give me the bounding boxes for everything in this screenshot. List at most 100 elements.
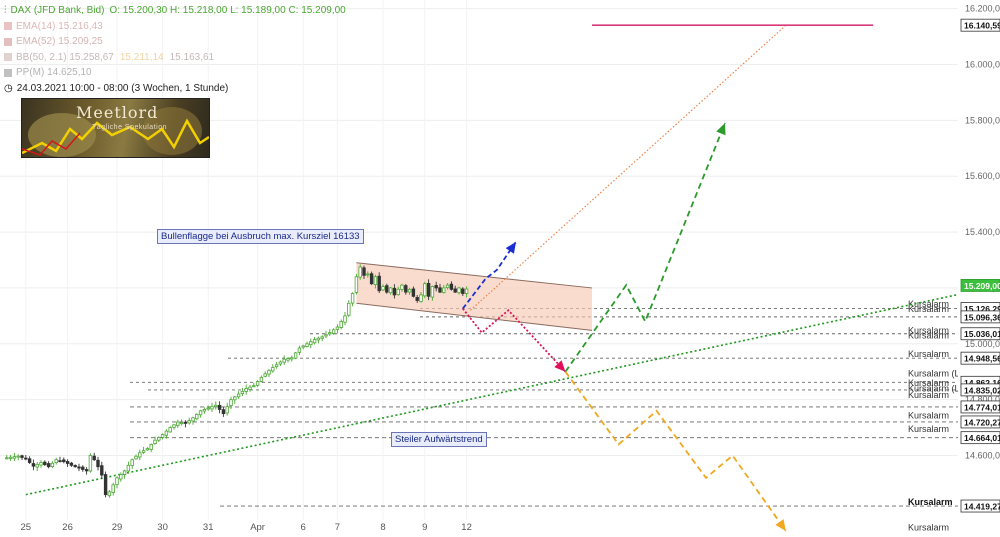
candle — [366, 271, 370, 278]
candle — [388, 286, 393, 295]
candle-body — [65, 461, 70, 464]
candle-body — [339, 321, 343, 328]
candle — [54, 457, 58, 465]
candle — [119, 472, 123, 482]
candle — [373, 274, 378, 289]
candle — [130, 458, 134, 469]
candle-body — [255, 381, 260, 386]
candle-body — [176, 421, 180, 427]
green-arrow-head — [716, 123, 726, 136]
candle-body — [457, 287, 461, 294]
candle-body — [69, 462, 74, 466]
candle — [335, 324, 340, 334]
bull-flag-annotation[interactable]: Bullenflagge bei Ausbruch max. Kursziel … — [157, 229, 364, 244]
candle — [278, 360, 283, 367]
legend-ema14-row[interactable]: EMA(14) 15.216,43 — [4, 19, 346, 35]
candle-body — [217, 404, 222, 410]
candle-body — [293, 352, 298, 359]
candle — [274, 361, 279, 369]
candle-body — [191, 417, 195, 422]
candle-body — [149, 443, 153, 450]
candle-body — [396, 288, 400, 296]
candle-body — [388, 287, 393, 294]
candle — [134, 454, 138, 460]
alarm-label-12: Kursalarm — [908, 522, 949, 532]
candle-body — [164, 430, 169, 436]
candle-body — [373, 276, 378, 285]
candles — [5, 264, 469, 498]
y-tick-label-5: 15.600,00 — [965, 171, 1000, 181]
price-tag-11: 14.419,27 — [960, 499, 1000, 513]
legend-swatch-ema14 — [4, 22, 12, 31]
candle-body — [214, 404, 218, 408]
candle — [179, 419, 184, 426]
candle-body — [96, 459, 100, 468]
candle-body — [20, 455, 24, 458]
candle-body — [88, 455, 93, 472]
candle-body — [24, 457, 28, 460]
candle-body — [305, 343, 309, 347]
x-tick-label-8: 8 — [380, 522, 385, 532]
candle — [100, 461, 104, 479]
legend-period: 24.03.2021 10:00 - 08:00 (3 Wochen, 1 St… — [16, 82, 229, 94]
alarm-label-5: Kursalarm (L&S) — [908, 369, 975, 379]
price-tag-7: 14.835,02 — [960, 383, 1000, 397]
candle — [24, 455, 28, 461]
candle — [263, 371, 267, 378]
legend-ema52-row[interactable]: EMA(52) 15.209,25 — [4, 34, 346, 50]
x-tick-label-2: 29 — [112, 522, 123, 532]
candle — [195, 413, 199, 421]
candle-body — [16, 455, 20, 458]
legend-bb-row[interactable]: BB(50, 2.1) 15.258,67 15.211,14 15.163,6… — [4, 50, 346, 66]
candle-body — [35, 463, 39, 468]
candle — [210, 402, 214, 412]
candle — [65, 459, 70, 467]
candle — [198, 409, 203, 418]
candle — [172, 423, 176, 430]
candle-body — [195, 413, 199, 420]
candle — [350, 292, 355, 307]
candle — [153, 436, 157, 445]
candle — [225, 402, 229, 416]
logo-tagline: Tägliche Spekulation — [92, 124, 167, 131]
logo-name: Meetlord — [76, 103, 159, 122]
candle-body — [369, 273, 374, 285]
candle-body — [172, 424, 176, 428]
alarm-label-10: Kursalarm — [908, 424, 949, 434]
candle-body — [464, 288, 469, 294]
price-tag-text: 16.140,59 — [964, 21, 1000, 31]
candle — [347, 300, 351, 317]
price-tag-box — [960, 327, 1000, 341]
candle-body — [157, 436, 161, 441]
red-arrow-head — [554, 360, 566, 372]
flag-upper-edge — [356, 262, 593, 289]
price-tag-text: 14.862,16 — [964, 378, 1000, 388]
candle — [149, 443, 153, 453]
projection-dotted-line — [470, 24, 787, 311]
x-tick-label-6: 6 — [301, 522, 306, 532]
y-tick-label-1: 14.800,00 — [965, 395, 1000, 405]
candle — [297, 345, 302, 356]
candle-body — [126, 464, 131, 472]
candle-body — [54, 459, 58, 464]
meetlord-logo: Meetlord Tägliche Spekulation — [21, 98, 210, 158]
grid — [0, 0, 958, 520]
candle-body — [438, 287, 442, 293]
x-tick-label-4: 31 — [203, 522, 214, 532]
candle — [305, 341, 309, 348]
candle-body — [244, 388, 248, 392]
legend-pp-row[interactable]: PP(M) 14.625,10 — [4, 65, 346, 81]
alarm-label-4: Kursalarm — [908, 349, 949, 359]
candle-body — [168, 427, 172, 433]
candle-body — [62, 459, 66, 463]
trend-annotation[interactable]: Steiler Aufwärtstrend — [391, 432, 487, 447]
candle-body — [248, 386, 252, 390]
price-tag-box — [960, 18, 1000, 32]
candle — [358, 264, 362, 280]
price-tag-box — [960, 400, 1000, 414]
legend-swatch-bb — [4, 53, 12, 62]
candle-body — [290, 357, 294, 360]
blue-breakout-arrow — [462, 241, 517, 310]
candle — [419, 292, 423, 303]
